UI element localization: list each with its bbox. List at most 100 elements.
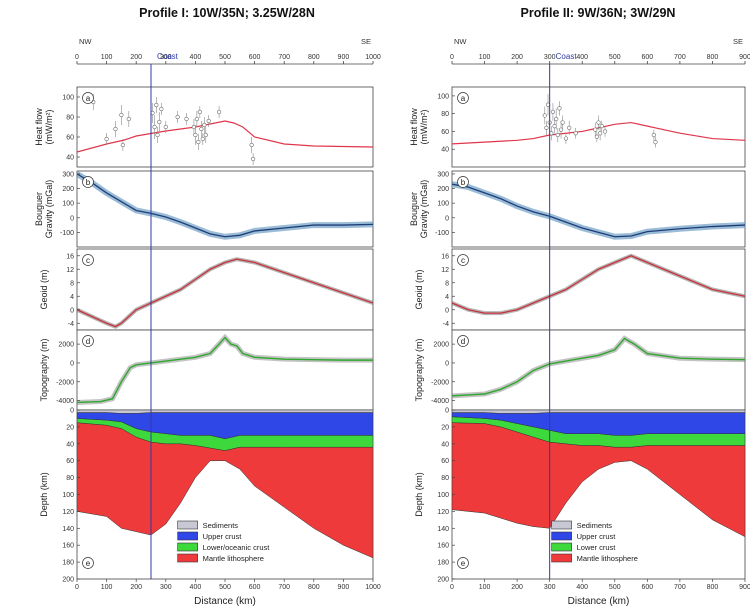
panel-letter-circle xyxy=(457,557,469,569)
panel-letter-circle xyxy=(82,92,94,104)
bottom-axis-tick-label: 500 xyxy=(609,584,621,591)
heat-y-axis-label: (mW/m²) xyxy=(419,110,429,145)
heat-flow-observation xyxy=(119,112,124,118)
topo-y-tick-label: -4000 xyxy=(56,398,74,405)
topo-panel: -4000 -2000 0 2000 d Topography (m) xyxy=(39,329,374,411)
gravity-y-tick-label: 200 xyxy=(62,186,74,193)
depth-y-tick-label: 140 xyxy=(437,526,449,533)
top-axis-tick-label: 400 xyxy=(190,54,202,61)
panel-letter-a: a xyxy=(82,92,94,104)
direction-right-label: SE xyxy=(361,37,371,46)
panel-letter-text: a xyxy=(86,94,91,103)
panel-letter-circle xyxy=(457,335,469,347)
panel-letter-circle xyxy=(82,254,94,266)
sediments-layer xyxy=(452,410,745,414)
gravity-model-line xyxy=(452,183,745,238)
heat-flow-observation xyxy=(594,134,599,139)
topo-y-tick-label: 0 xyxy=(70,360,74,367)
heat-flow-observation xyxy=(113,126,118,132)
bottom-axis-tick-label: 900 xyxy=(739,584,750,591)
panel-letter-text: d xyxy=(461,337,465,346)
top-axis-tick-label: 200 xyxy=(511,54,523,61)
top-axis-tick-label: 100 xyxy=(101,54,113,61)
heat-y-axis-label: Heat flow xyxy=(409,108,419,146)
heat-flow-observation xyxy=(196,139,201,145)
direction-left-label: NW xyxy=(454,37,467,46)
geoid-y-tick-label: 0 xyxy=(70,307,74,314)
heat-flow-observation xyxy=(598,131,603,136)
topo-y-axis-label: Topography (m) xyxy=(39,338,49,401)
gravity-y-tick-label: 0 xyxy=(445,215,449,222)
legend-swatch xyxy=(551,520,572,530)
top-axis-tick-label: 600 xyxy=(249,54,261,61)
heat-flow-observation xyxy=(120,142,125,148)
top-axis-tick-label: 800 xyxy=(707,54,719,61)
x-axis-label: Distance (km) xyxy=(194,596,256,607)
top-axis-tick-label: 0 xyxy=(75,54,79,61)
heat-flow-observation xyxy=(251,156,256,162)
direction-left-label: NW xyxy=(79,37,92,46)
coast-label: Coast xyxy=(556,52,578,61)
heat-y-tick-label: 60 xyxy=(441,129,449,136)
gravity-model-line xyxy=(77,173,373,238)
bottom-axis-tick-label: 200 xyxy=(511,584,523,591)
geoid-model-line xyxy=(452,255,745,314)
bottom-axis-tick-label: 100 xyxy=(479,584,491,591)
bottom-axis-tick-label: 600 xyxy=(249,584,261,591)
gravity-frame xyxy=(451,170,746,248)
legend-label: Sediments xyxy=(577,521,613,530)
depth-y-tick-label: 160 xyxy=(437,543,449,550)
heat-flow-observation xyxy=(542,113,547,118)
depth-y-tick-label: 180 xyxy=(437,560,449,567)
heat-y-tick-label: 80 xyxy=(66,115,74,122)
depth-y-tick-label: 200 xyxy=(62,577,74,584)
panel-letter-text: b xyxy=(86,178,91,187)
topo-y-tick-label: 0 xyxy=(445,360,449,367)
heat-flow-observation xyxy=(154,102,159,108)
legend-label: Mantle lithosphere xyxy=(203,554,264,563)
heat-flow-observation xyxy=(558,127,564,132)
heat-panel: 40 60 80 100 a Heat flow (mW/m²) xyxy=(409,86,746,168)
depth-y-tick-label: 40 xyxy=(441,441,449,448)
heat-flow-observation xyxy=(175,114,180,120)
legend-swatch xyxy=(177,553,198,563)
heat-flow-observation xyxy=(651,132,656,138)
heat-flow-observation xyxy=(596,120,601,125)
legend-label: Upper crust xyxy=(577,532,617,541)
heat-flow-observation xyxy=(249,142,254,148)
depth-y-tick-label: 20 xyxy=(441,424,449,431)
depth-y-tick-label: 140 xyxy=(62,526,74,533)
gravity-y-tick-label: 200 xyxy=(437,186,449,193)
top-axis-tick-label: 600 xyxy=(641,54,653,61)
heat-flow-observation xyxy=(560,120,565,125)
heat-y-tick-label: 40 xyxy=(441,147,449,154)
panel-letter-e: e xyxy=(82,557,94,569)
geoid-y-tick-label: 0 xyxy=(445,307,449,314)
heat-flow-observation xyxy=(152,124,157,130)
topo-y-axis-label: Topography (m) xyxy=(414,338,424,401)
geoid-y-tick-label: 16 xyxy=(66,253,74,260)
bottom-axis-tick-label: 400 xyxy=(190,584,202,591)
depth-y-tick-label: 100 xyxy=(437,492,449,499)
gravity-plot-area xyxy=(77,171,373,240)
depth-legend: Sediments Upper crust Lower crust Mantle li… xyxy=(551,520,638,563)
heat-frame xyxy=(76,86,374,168)
legend-label: Lower/oceanic crust xyxy=(203,543,271,552)
top-axis-tick-label: 900 xyxy=(338,54,350,61)
heat-flow-observation xyxy=(193,132,198,138)
heat-y-tick-label: 60 xyxy=(66,135,74,142)
bottom-axis-tick-label: 300 xyxy=(544,584,556,591)
top-axis-tick-label: 700 xyxy=(278,54,290,61)
legend-swatch xyxy=(551,531,572,541)
heat-flow-observation xyxy=(552,124,557,129)
profile-title: Profile I: 10W/35N; 3.25W/28N xyxy=(139,6,315,20)
top-axis-tick-label: 700 xyxy=(674,54,686,61)
panel-letter-text: a xyxy=(461,94,466,103)
heat-plot-area xyxy=(77,94,373,165)
heat-flow-observation xyxy=(602,129,608,134)
heat-flow-observation xyxy=(157,119,162,125)
gravity-y-tick-label: 100 xyxy=(62,201,74,208)
depth-y-tick-label: 100 xyxy=(62,492,74,499)
geoid-y-tick-label: 16 xyxy=(441,253,449,260)
panel-letter-text: e xyxy=(86,559,91,568)
